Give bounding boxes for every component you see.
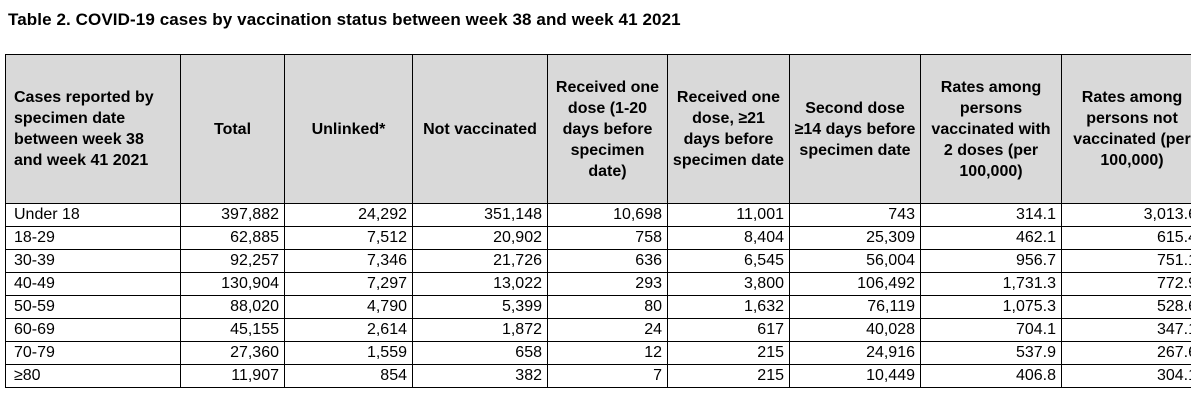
one-dose-1-20-days-cell: 758: [547, 226, 668, 250]
table-row: 18-29 62,885 7,512 20,902 758 8,404 25,309 462.…: [5, 226, 1191, 250]
column-header-one-dose-21-days: Received one dose, ≥21 days before speci…: [667, 54, 790, 204]
rate-vaccinated-cell: 956.7: [920, 249, 1062, 273]
rate-vaccinated-cell: 1,075.3: [920, 295, 1062, 319]
not-vaccinated-cell: 351,148: [412, 203, 548, 227]
rate-not-vaccinated-cell: 267.6: [1061, 341, 1191, 365]
total-cell: 88,020: [180, 295, 285, 319]
rate-not-vaccinated-cell: 347.1: [1061, 318, 1191, 342]
table-row: 60-69 45,155 2,614 1,872 24 617 40,028 704.1 347…: [5, 318, 1191, 342]
column-header-not-vaccinated: Not vaccinated: [412, 54, 548, 204]
column-header-one-dose-1-20-days: Received one dose (1-20 days before spec…: [547, 54, 668, 204]
age-group-cell: Under 18: [5, 203, 181, 227]
second-dose-cell: 40,028: [789, 318, 921, 342]
not-vaccinated-cell: 1,872: [412, 318, 548, 342]
one-dose-21-days-cell: 6,545: [667, 249, 790, 273]
table-body: Under 18 397,882 24,292 351,148 10,698 11,001…: [5, 203, 1191, 388]
table-row: 30-39 92,257 7,346 21,726 636 6,545 56,004 956.…: [5, 249, 1191, 273]
age-group-cell: ≥80: [5, 364, 181, 388]
rate-vaccinated-cell: 462.1: [920, 226, 1062, 250]
one-dose-21-days-cell: 3,800: [667, 272, 790, 296]
column-header-second-dose: Second dose ≥14 days before specimen dat…: [789, 54, 921, 204]
column-header-rate-vaccinated: Rates among persons vaccinated with 2 do…: [920, 54, 1062, 204]
age-group-cell: 50-59: [5, 295, 181, 319]
one-dose-1-20-days-cell: 7: [547, 364, 668, 388]
one-dose-1-20-days-cell: 636: [547, 249, 668, 273]
second-dose-cell: 106,492: [789, 272, 921, 296]
one-dose-21-days-cell: 11,001: [667, 203, 790, 227]
column-header-age-group: Cases reported by specimen date between …: [5, 54, 181, 204]
unlinked-cell: 7,297: [284, 272, 413, 296]
total-cell: 397,882: [180, 203, 285, 227]
vaccination-status-table: Cases reported by specimen date between …: [5, 54, 1191, 388]
not-vaccinated-cell: 658: [412, 341, 548, 365]
unlinked-cell: 2,614: [284, 318, 413, 342]
one-dose-21-days-cell: 1,632: [667, 295, 790, 319]
second-dose-cell: 10,449: [789, 364, 921, 388]
column-header-unlinked: Unlinked*: [284, 54, 413, 204]
rate-not-vaccinated-cell: 772.9: [1061, 272, 1191, 296]
one-dose-1-20-days-cell: 293: [547, 272, 668, 296]
age-group-cell: 18-29: [5, 226, 181, 250]
header-row: Cases reported by specimen date between …: [5, 54, 1191, 204]
one-dose-21-days-cell: 8,404: [667, 226, 790, 250]
rate-vaccinated-cell: 537.9: [920, 341, 1062, 365]
second-dose-cell: 24,916: [789, 341, 921, 365]
age-group-cell: 70-79: [5, 341, 181, 365]
total-cell: 62,885: [180, 226, 285, 250]
table-row: Under 18 397,882 24,292 351,148 10,698 11,001…: [5, 203, 1191, 227]
age-group-cell: 60-69: [5, 318, 181, 342]
one-dose-21-days-cell: 215: [667, 341, 790, 365]
table-caption: Table 2. COVID-19 cases by vaccination s…: [8, 10, 681, 29]
second-dose-cell: 743: [789, 203, 921, 227]
not-vaccinated-cell: 13,022: [412, 272, 548, 296]
second-dose-cell: 56,004: [789, 249, 921, 273]
unlinked-cell: 1,559: [284, 341, 413, 365]
one-dose-21-days-cell: 215: [667, 364, 790, 388]
not-vaccinated-cell: 20,902: [412, 226, 548, 250]
one-dose-1-20-days-cell: 24: [547, 318, 668, 342]
rate-vaccinated-cell: 406.8: [920, 364, 1062, 388]
rate-vaccinated-cell: 314.1: [920, 203, 1062, 227]
rate-not-vaccinated-cell: 615.4: [1061, 226, 1191, 250]
unlinked-cell: 24,292: [284, 203, 413, 227]
not-vaccinated-cell: 5,399: [412, 295, 548, 319]
unlinked-cell: 4,790: [284, 295, 413, 319]
rate-not-vaccinated-cell: 751.1: [1061, 249, 1191, 273]
not-vaccinated-cell: 382: [412, 364, 548, 388]
table-row: 40-49 130,904 7,297 13,022 293 3,800 106,492 1,…: [5, 272, 1191, 296]
total-cell: 92,257: [180, 249, 285, 273]
total-cell: 11,907: [180, 364, 285, 388]
total-cell: 130,904: [180, 272, 285, 296]
one-dose-1-20-days-cell: 80: [547, 295, 668, 319]
rate-vaccinated-cell: 1,731.3: [920, 272, 1062, 296]
age-group-cell: 40-49: [5, 272, 181, 296]
rate-not-vaccinated-cell: 304.1: [1061, 364, 1191, 388]
not-vaccinated-cell: 21,726: [412, 249, 548, 273]
unlinked-cell: 7,512: [284, 226, 413, 250]
one-dose-1-20-days-cell: 10,698: [547, 203, 668, 227]
age-group-cell: 30-39: [5, 249, 181, 273]
column-header-total: Total: [180, 54, 285, 204]
total-cell: 45,155: [180, 318, 285, 342]
rate-not-vaccinated-cell: 3,013.6: [1061, 203, 1191, 227]
one-dose-1-20-days-cell: 12: [547, 341, 668, 365]
second-dose-cell: 25,309: [789, 226, 921, 250]
one-dose-21-days-cell: 617: [667, 318, 790, 342]
unlinked-cell: 7,346: [284, 249, 413, 273]
total-cell: 27,360: [180, 341, 285, 365]
rate-not-vaccinated-cell: 528.6: [1061, 295, 1191, 319]
second-dose-cell: 76,119: [789, 295, 921, 319]
unlinked-cell: 854: [284, 364, 413, 388]
column-header-rate-not-vaccinated: Rates among persons not vaccinated (per …: [1061, 54, 1191, 204]
rate-vaccinated-cell: 704.1: [920, 318, 1062, 342]
table-row: 50-59 88,020 4,790 5,399 80 1,632 76,119 1,075.…: [5, 295, 1191, 319]
